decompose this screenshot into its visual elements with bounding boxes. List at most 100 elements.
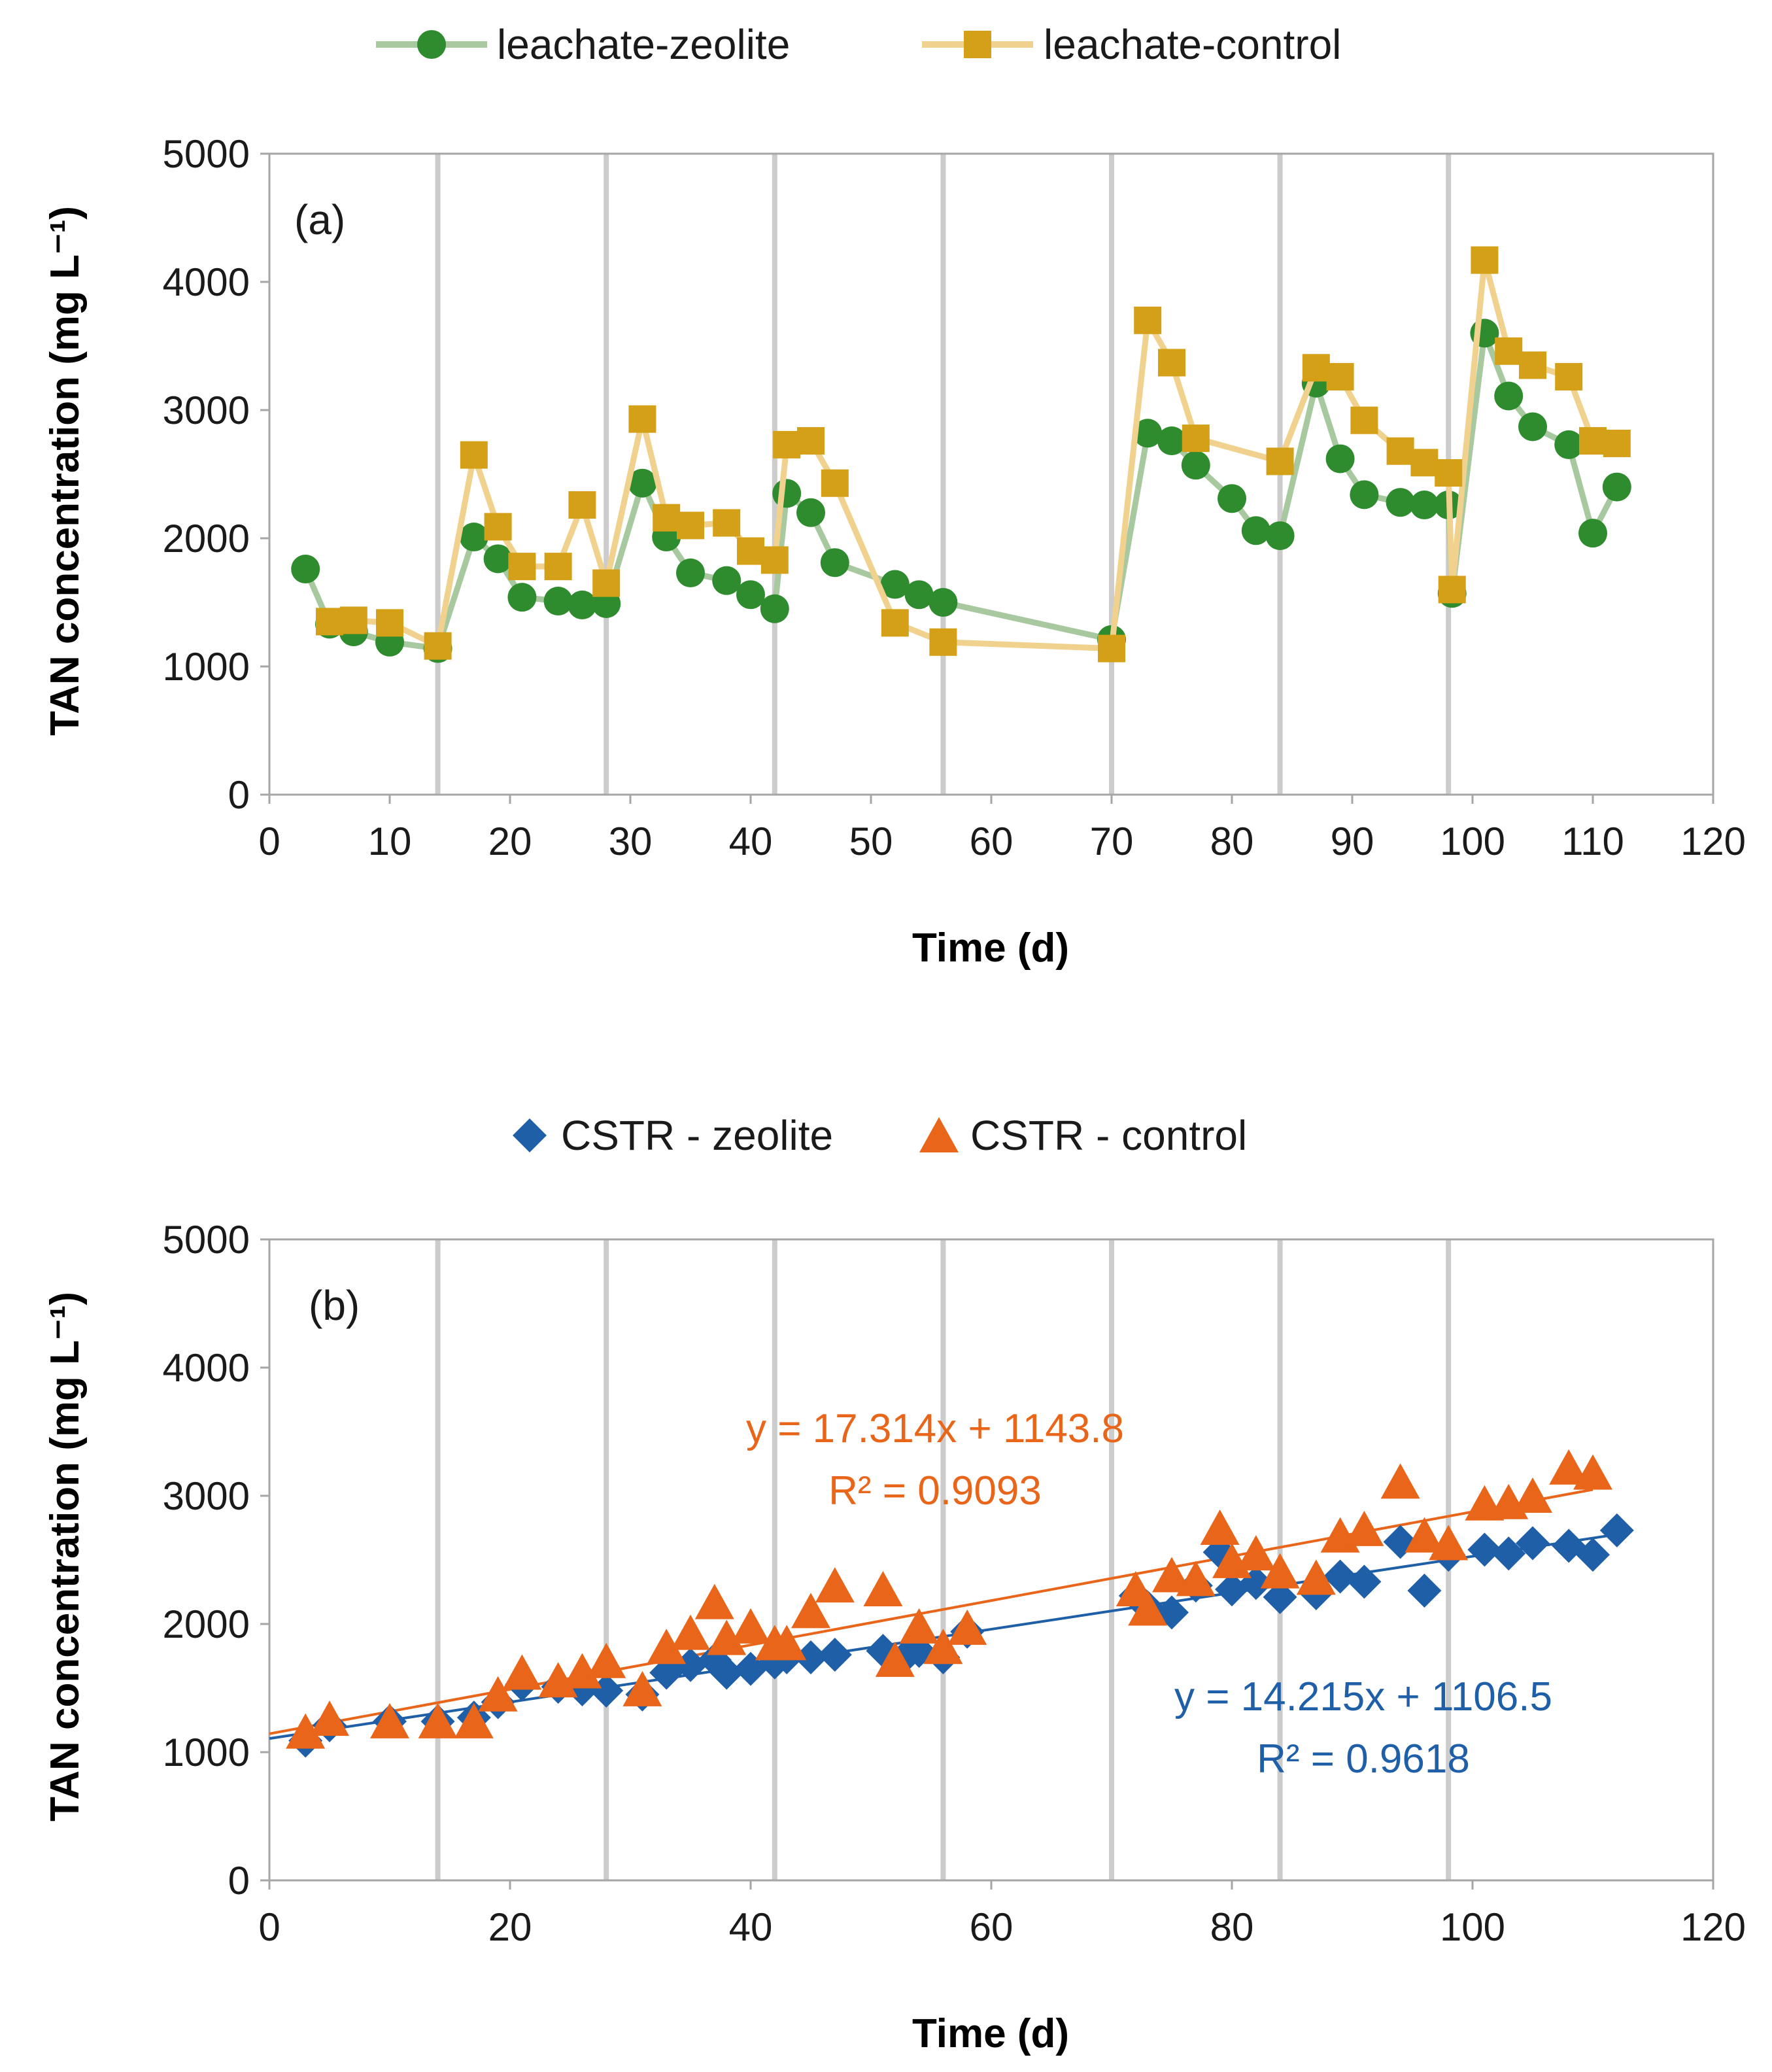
panel-label-b: (b) — [309, 1282, 360, 1329]
x-axis-label-b: Time (d) — [912, 2011, 1069, 2056]
data-point-cstr-control — [694, 1583, 734, 1619]
data-point-leachate-zeolite — [676, 558, 705, 587]
data-point-cstr-zeolite — [1467, 1532, 1502, 1567]
data-point-leachate-zeolite — [459, 523, 488, 552]
y-tick-label-b: 0 — [228, 1859, 250, 1903]
data-point-cstr-zeolite — [1407, 1574, 1442, 1608]
data-point-leachate-control — [376, 609, 403, 637]
data-point-cstr-control — [286, 1713, 326, 1749]
data-point-cstr-zeolite — [1263, 1580, 1297, 1614]
data-point-leachate-control — [760, 546, 789, 574]
data-point-leachate-zeolite — [1241, 516, 1270, 545]
y-tick-label-a: 2000 — [163, 517, 250, 561]
x-tick-label-a: 10 — [368, 820, 412, 863]
y-tick-label-a: 0 — [228, 773, 250, 817]
trendline-r2-control: R² = 0.9093 — [828, 1468, 1042, 1513]
data-point-leachate-control — [881, 609, 909, 637]
data-point-leachate-control — [544, 553, 572, 581]
x-tick-label-b: 100 — [1440, 1905, 1505, 1949]
data-point-leachate-control — [713, 509, 741, 537]
data-point-leachate-control — [424, 632, 452, 660]
x-tick-label-a: 110 — [1561, 820, 1624, 863]
data-point-cstr-zeolite — [709, 1655, 744, 1690]
data-point-cstr-control — [1260, 1553, 1300, 1589]
data-point-cstr-control — [478, 1676, 518, 1712]
data-point-leachate-control — [1386, 437, 1414, 465]
data-point-leachate-control — [1495, 337, 1523, 365]
trendline-equation-control: y = 17.314x + 1143.8 — [746, 1406, 1124, 1451]
chart-panel-b: 0 1000 2000 3000 4000 5000 0 20 40 60 80 100 120 — [163, 1218, 1746, 1949]
trendline-equation-zeolite: y = 14.215x + 1106.5 — [1174, 1674, 1552, 1719]
data-point-cstr-control — [1429, 1525, 1469, 1561]
data-point-leachate-control — [737, 537, 764, 565]
data-point-cstr-control — [731, 1608, 770, 1644]
y-tick-label-b: 2000 — [163, 1602, 250, 1646]
data-point-leachate-control — [1134, 306, 1162, 334]
x-tick-label-a: 80 — [1210, 820, 1254, 863]
data-point-cstr-control — [791, 1593, 830, 1629]
data-point-cstr-control — [1152, 1557, 1191, 1593]
data-point-leachate-zeolite — [1133, 419, 1163, 448]
data-point-leachate-zeolite — [1350, 480, 1379, 509]
data-point-leachate-zeolite — [880, 570, 910, 599]
y-tick-label-b: 1000 — [163, 1731, 250, 1774]
data-point-leachate-control — [1326, 363, 1354, 391]
data-point-cstr-zeolite — [1576, 1538, 1610, 1572]
data-point-leachate-control — [653, 504, 681, 532]
data-point-cstr-control — [1296, 1559, 1336, 1595]
x-tick-label-a: 120 — [1680, 820, 1746, 863]
data-point-leachate-control — [1555, 363, 1583, 391]
x-tick-label-a: 100 — [1440, 820, 1505, 863]
data-point-leachate-control — [1098, 634, 1125, 663]
data-point-leachate-zeolite — [628, 468, 657, 498]
data-point-leachate-zeolite — [736, 580, 765, 610]
x-tick-label-b: 120 — [1680, 1905, 1746, 1949]
data-point-leachate-control — [1302, 354, 1330, 382]
data-point-leachate-zeolite — [796, 498, 825, 527]
data-point-cstr-zeolite — [673, 1648, 707, 1682]
data-point-cstr-zeolite — [1516, 1526, 1550, 1561]
data-point-leachate-zeolite — [1494, 381, 1524, 411]
data-point-leachate-control — [1158, 349, 1185, 377]
x-tick-label-a: 60 — [970, 820, 1014, 863]
data-point-leachate-zeolite — [1554, 430, 1584, 459]
x-axis-label-a: Time (d) — [912, 925, 1069, 971]
y-axis-label-b: TAN concentration (mg L⁻¹) — [43, 1292, 88, 1822]
data-point-leachate-zeolite — [820, 548, 849, 578]
data-point-cstr-control — [1380, 1463, 1420, 1499]
data-point-leachate-control — [628, 405, 656, 433]
data-point-cstr-control — [899, 1608, 939, 1644]
data-point-cstr-control — [863, 1571, 903, 1607]
data-point-cstr-control — [562, 1653, 602, 1689]
plot-frame-b — [268, 1238, 1714, 1882]
y-axis-label-a: TAN concentration (mg L⁻¹) — [43, 206, 88, 736]
data-point-leachate-control — [677, 511, 704, 540]
data-point-cstr-zeolite — [794, 1640, 828, 1674]
data-point-leachate-zeolite — [291, 555, 320, 584]
data-point-cstr-control — [622, 1670, 662, 1706]
data-point-leachate-zeolite — [1325, 444, 1355, 474]
data-point-cstr-control — [947, 1609, 987, 1645]
data-point-leachate-control — [929, 628, 957, 656]
data-point-cstr-control — [647, 1629, 687, 1665]
data-point-cstr-control — [538, 1662, 578, 1698]
data-point-leachate-control — [1519, 351, 1546, 379]
legend-panel-b: CSTR - zeolite CSTR - control — [513, 1112, 1247, 1159]
y-tick-label-a: 1000 — [163, 645, 250, 689]
x-tick-label-a: 20 — [488, 820, 532, 863]
data-point-leachate-zeolite — [1181, 451, 1210, 480]
data-point-leachate-zeolite — [543, 587, 573, 616]
data-point-leachate-control — [1435, 459, 1463, 487]
data-point-cstr-control — [767, 1625, 807, 1661]
y-tick-label-b: 5000 — [163, 1218, 250, 1262]
data-point-cstr-control — [875, 1641, 915, 1677]
data-point-leachate-zeolite — [507, 583, 537, 612]
data-point-leachate-control — [1471, 246, 1499, 274]
data-point-leachate-zeolite — [1218, 484, 1246, 513]
x-tick-label-a: 70 — [1090, 820, 1134, 863]
legend-entry-leachate-control: leachate-control — [922, 21, 1341, 68]
data-point-cstr-control — [1513, 1477, 1552, 1513]
legend-label-leachate-control: leachate-control — [1044, 21, 1341, 68]
data-point-cstr-control — [370, 1702, 409, 1738]
